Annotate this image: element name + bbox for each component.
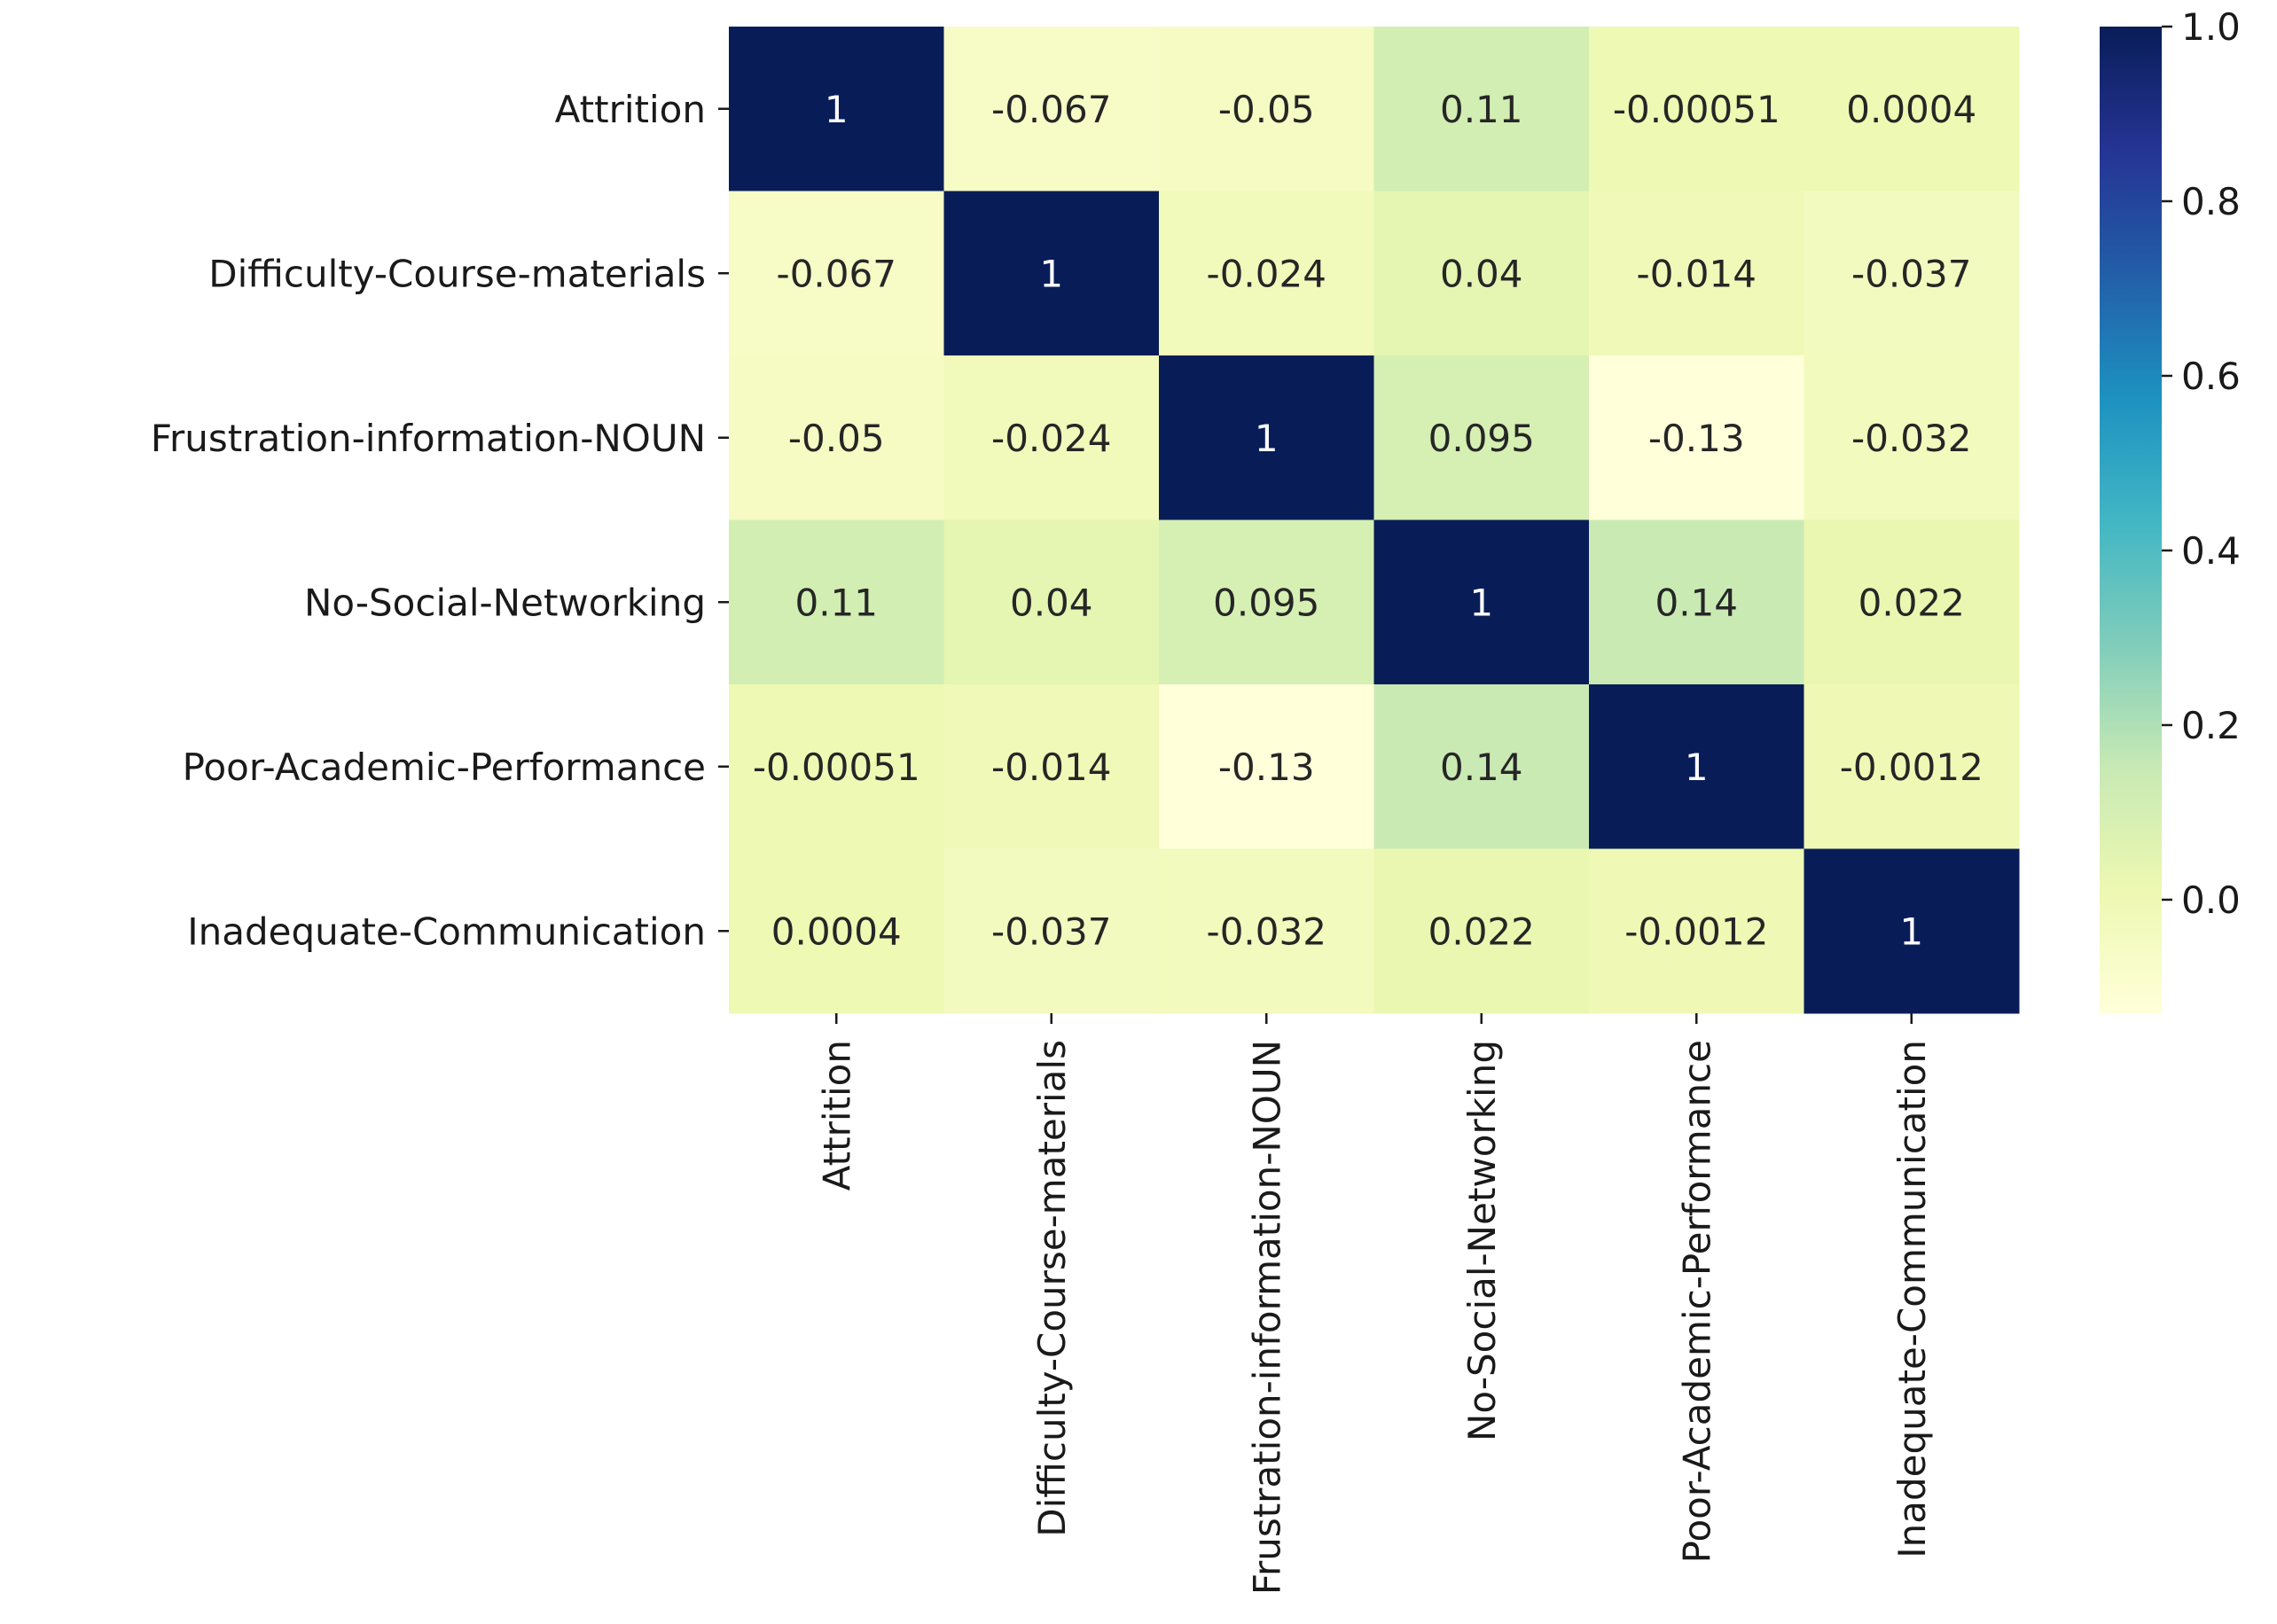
cell-value-r2-c4: -0.13 <box>1648 417 1745 460</box>
x-axis: Attrition Difficulty-Course-materials Frus… <box>815 1013 1934 1595</box>
cell-value-r5-c4: -0.0012 <box>1624 910 1768 953</box>
heatmap-cell-r2-c4 <box>1589 355 1804 520</box>
heatmap-cell-r1-c1 <box>943 191 1160 356</box>
cell-value-r4-c2: -0.13 <box>1218 746 1315 789</box>
cell-value-r5-c0: 0.0004 <box>771 910 902 953</box>
heatmap-cell-r5-c3 <box>1373 848 1590 1014</box>
cell-value-r2-c1: -0.024 <box>991 417 1111 460</box>
heatmap-cell-r0-c4 <box>1589 27 1804 191</box>
x-tick-label-4: Poor-Academic-Performance <box>1675 1040 1718 1563</box>
heatmap-cell-r1-c5 <box>1804 191 2020 356</box>
cell-value-r1-c3: 0.04 <box>1440 252 1523 295</box>
x-tick-label-2: Frustration-information-NOUN <box>1245 1040 1288 1595</box>
cell-value-r4-c0: -0.00051 <box>753 746 920 789</box>
colorbar-tick-label-5: 1.0 <box>2181 5 2241 49</box>
heatmap-cell-r1-c4 <box>1589 191 1804 356</box>
heatmap-cell-r2-c2 <box>1159 355 1374 520</box>
cell-value-r0-c1: -0.067 <box>991 88 1111 131</box>
x-tick-label-3: No-Social-Networking <box>1460 1040 1504 1441</box>
colorbar-tick-label-1: 0.2 <box>2181 704 2241 747</box>
y-tick-label-1: Difficulty-Course-materials <box>208 252 706 295</box>
heatmap-cell-r2-c3 <box>1373 355 1590 520</box>
cell-value-r0-c3: 0.11 <box>1440 88 1523 131</box>
heatmap-cell-r1-c2 <box>1159 191 1374 356</box>
cell-value-r2-c5: -0.032 <box>1851 417 1971 460</box>
x-tick-label-1: Difficulty-Course-materials <box>1030 1040 1074 1537</box>
heatmap-cell-r3-c1 <box>943 519 1160 685</box>
cell-value-r4-c4: 1 <box>1685 746 1709 789</box>
cell-value-r1-c1: 1 <box>1039 252 1063 295</box>
cell-value-r4-c5: -0.0012 <box>1840 746 1984 789</box>
heatmap-cell-r4-c3 <box>1373 684 1590 849</box>
y-tick-label-3: No-Social-Networking <box>304 581 706 624</box>
cell-value-r3-c2: 0.095 <box>1213 581 1319 624</box>
heatmap-cell-r2-c5 <box>1804 355 2020 520</box>
colorbar-gradient <box>2100 27 2162 1013</box>
heatmap-cell-r5-c5 <box>1804 848 2020 1014</box>
cell-value-r0-c4: -0.00051 <box>1613 88 1780 131</box>
heatmap-cell-r0-c5 <box>1804 27 2020 191</box>
y-tick-label-4: Poor-Academic-Performance <box>183 746 706 789</box>
cell-value-r3-c3: 1 <box>1469 581 1493 624</box>
cell-value-r5-c5: 1 <box>1899 910 1923 953</box>
colorbar-tick-label-0: 0.0 <box>2181 878 2241 922</box>
cell-value-r3-c5: 0.022 <box>1858 581 1965 624</box>
heatmap-cell-r4-c2 <box>1159 684 1374 849</box>
cell-value-r4-c3: 0.14 <box>1440 746 1523 789</box>
heatmap-cell-r3-c2 <box>1159 519 1374 685</box>
colorbar-tick-label-4: 0.8 <box>2181 180 2241 223</box>
cell-value-r3-c1: 0.04 <box>1010 581 1093 624</box>
heatmap-cell-r0-c3 <box>1373 27 1590 191</box>
heatmap-cell-r5-c0 <box>729 848 944 1014</box>
cell-value-r1-c4: -0.014 <box>1637 252 1757 295</box>
cell-value-r2-c3: 0.095 <box>1428 417 1535 460</box>
x-tick-label-5: Inadequate-Communication <box>1890 1040 1934 1558</box>
heatmap-cell-r3-c3 <box>1373 519 1590 685</box>
cell-value-r3-c0: 0.11 <box>794 581 878 624</box>
colorbar-tick-label-3: 0.6 <box>2181 355 2241 398</box>
cell-value-r0-c2: -0.05 <box>1218 88 1315 131</box>
cell-value-r2-c0: -0.05 <box>788 417 885 460</box>
heatmap-cell-r0-c1 <box>943 27 1160 191</box>
x-tick-label-0: Attrition <box>815 1040 858 1191</box>
cell-value-r5-c3: 0.022 <box>1428 910 1535 953</box>
cell-value-r1-c0: -0.067 <box>777 252 896 295</box>
cell-value-r1-c5: -0.037 <box>1851 252 1971 295</box>
heatmap-cell-r3-c0 <box>729 519 944 685</box>
heatmap-cell-r4-c5 <box>1804 684 2020 849</box>
cell-value-r5-c1: -0.037 <box>991 910 1111 953</box>
y-axis: Attrition Difficulty-Course-materials Frus… <box>151 88 729 953</box>
cell-value-r1-c2: -0.024 <box>1207 252 1326 295</box>
heatmap-cell-r2-c0 <box>729 355 944 520</box>
heatmap-cells: 1 -0.067 -0.05 0.11 -0.00051 0.0004 -0.067 1 -0.… <box>729 27 2020 1014</box>
y-tick-label-0: Attrition <box>555 88 706 131</box>
heatmap-cell-r4-c0 <box>729 684 944 849</box>
cell-value-r2-c2: 1 <box>1255 417 1279 460</box>
heatmap-cell-r1-c3 <box>1373 191 1590 356</box>
heatmap-cell-r4-c4 <box>1589 684 1804 849</box>
heatmap-cell-r5-c2 <box>1159 848 1374 1014</box>
heatmap-cell-r3-c5 <box>1804 519 2020 685</box>
colorbar-tick-label-2: 0.4 <box>2181 529 2241 573</box>
heatmap-cell-r0-c2 <box>1159 27 1374 191</box>
heatmap-cell-r4-c1 <box>943 684 1160 849</box>
heatmap-cell-r2-c1 <box>943 355 1160 520</box>
heatmap-cell-r0-c0 <box>729 27 944 191</box>
heatmap-cell-r1-c0 <box>729 191 944 356</box>
cell-value-r5-c2: -0.032 <box>1207 910 1326 953</box>
heatmap-cell-r3-c4 <box>1589 519 1804 685</box>
cell-value-r4-c1: -0.014 <box>991 746 1111 789</box>
heatmap-cell-r5-c4 <box>1589 848 1804 1014</box>
cell-value-r0-c5: 0.0004 <box>1846 88 1976 131</box>
colorbar: 0.0 0.2 0.4 0.6 0.8 1.0 <box>2100 5 2241 1013</box>
heatmap-cell-r5-c1 <box>943 848 1160 1014</box>
y-tick-label-5: Inadequate-Communication <box>187 910 706 953</box>
cell-value-r3-c4: 0.14 <box>1655 581 1738 624</box>
y-tick-label-2: Frustration-information-NOUN <box>151 417 706 460</box>
cell-value-r0-c0: 1 <box>825 88 849 131</box>
